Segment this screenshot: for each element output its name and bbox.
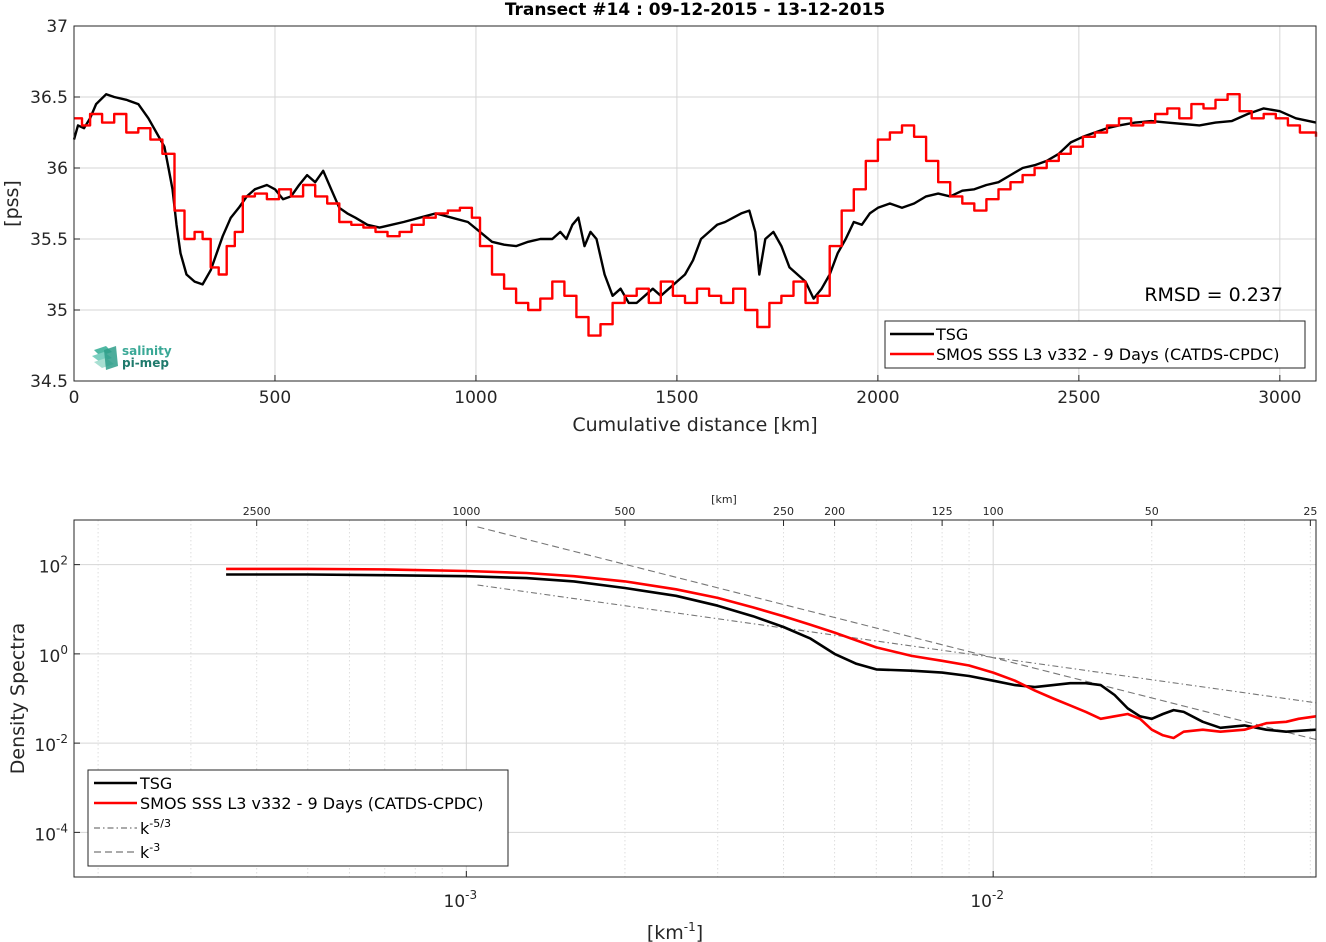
bottom-legend-label-smos: SMOS SSS L3 v332 - 9 Days (CATDS-CPDC) [140,794,483,813]
bottom-top-km-ticks: 2500 1000 500 250 200 125 100 50 25 [243,505,1317,526]
bottom-legend-label-tsg: TSG [139,774,172,793]
top-y-tick-label: 36.5 [30,88,68,108]
bottom-legend-box [87,769,509,867]
x-label-exp: -1 [684,920,696,934]
top-x-tick-label: 3000 [1258,388,1301,408]
k53-base: k [140,819,150,838]
wavenumber-x-axis-label: [km-1] [647,920,703,942]
bottom-legend-label-k3: k-3 [140,841,160,862]
y-tick-exp: 0 [60,643,68,657]
y-tick-base: 10 [34,736,56,756]
x-label-tail: ] [696,922,703,942]
top-legend-box [884,320,1306,369]
smos-salinity-line [74,93,1318,337]
k-minus-3-reference-line [477,526,1317,741]
x-tick-base: 10 [444,892,466,912]
y-tick-base: 10 [39,647,61,667]
y-tick-base: 10 [39,558,61,578]
top-x-tick-label: 1500 [655,388,698,408]
top-x-tick-label: 0 [69,388,80,408]
top-y-tick-label: 37 [46,17,68,37]
logo-icon [92,346,118,370]
salinity-pi-mep-logo: salinity pi-mep [92,344,172,370]
bottom-y-tick-label: 100 [39,643,68,667]
top-axes-frame [73,25,1317,382]
top-x-ticks: 0 500 1000 1500 2000 2500 3000 [69,375,1301,408]
bottom-x-ticks: 10-3 10-2 [444,871,1004,912]
rmsd-annotation: RMSD = 0.237 [1144,284,1283,306]
top-x-tick-label: 2500 [1057,388,1100,408]
y-tick-base: 10 [34,825,56,845]
top-y-tick-label: 34.5 [30,372,68,392]
top-km-tick-label: 25 [1303,505,1317,518]
bottom-series-group [226,526,1317,741]
x-tick-exp: -2 [992,888,1004,902]
y-tick-exp: 2 [60,554,68,568]
top-y-ticks: 34.5 35 35.5 36 36.5 37 [30,17,80,392]
y-tick-exp: -4 [56,821,68,835]
x-label-base: [km [647,922,684,942]
bottom-x-tick-label: 10-2 [970,888,1004,912]
y-axis-label: [pss] [1,180,23,227]
bottom-axes-frame [73,519,1317,878]
bottom-y-tick-label: 10-2 [34,732,68,756]
chart-title: Transect #14 : 09-12-2015 - 13-12-2015 [505,0,885,20]
top-legend: TSG SMOS SSS L3 v332 - 9 Days (CATDS-CPD… [884,320,1306,369]
top-x-tick-label: 1000 [454,388,497,408]
top-y-tick-label: 35.5 [30,230,68,250]
logo-text-salinity: salinity [122,344,172,358]
k-minus-5-3-reference-line [477,584,1317,704]
k3-base: k [140,843,150,862]
bottom-x-tick-label: 10-3 [444,888,478,912]
k53-exp: -5/3 [149,817,171,830]
top-y-tick-label: 36 [46,159,68,179]
tsg-spectrum-line [226,573,1317,733]
top-x-tick-label: 2000 [856,388,899,408]
density-y-axis-label: Density Spectra [7,623,29,774]
top-km-tick-label: 100 [983,505,1004,518]
top-legend-label-smos: SMOS SSS L3 v332 - 9 Days (CATDS-CPDC) [936,345,1279,364]
top-km-tick-label: 125 [932,505,953,518]
y-tick-exp: -2 [56,732,68,746]
top-axis-km-label: [km] [711,493,737,506]
top-series-group [72,93,1318,337]
top-legend-label-tsg: TSG [935,325,968,344]
top-km-tick-label: 50 [1145,505,1159,518]
x-tick-exp: -3 [465,888,477,902]
tsg-salinity-line [72,93,1317,305]
x-axis-label: Cumulative distance [km] [572,414,817,436]
top-km-tick-label: 1000 [452,505,480,518]
bottom-y-tick-label: 102 [39,554,68,578]
smos-spectrum-line [226,567,1317,740]
salinity-transect-chart: 0 500 1000 1500 2000 2500 3000 34.5 35 35.5 36 36.… [1,0,1318,436]
top-y-tick-label: 35 [46,301,68,321]
top-km-tick-label: 2500 [243,505,271,518]
logo-text-pi-mep: pi-mep [122,356,169,370]
top-km-tick-label: 200 [824,505,845,518]
bottom-legend: TSG SMOS SSS L3 v332 - 9 Days (CATDS-CPD… [87,769,509,867]
top-km-tick-label: 500 [614,505,635,518]
top-x-tick-label: 500 [259,388,291,408]
bottom-y-tick-label: 10-4 [34,821,68,845]
top-km-tick-label: 250 [773,505,794,518]
bottom-legend-label-k53: k-5/3 [140,817,171,838]
k3-exp: -3 [149,841,160,854]
x-tick-base: 10 [970,892,992,912]
